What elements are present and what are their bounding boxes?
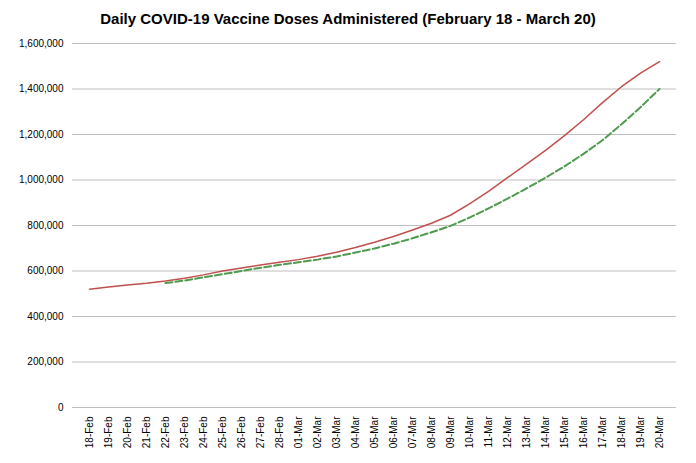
svg-text:04-Mar: 04-Mar (350, 416, 361, 448)
svg-text:14-Mar: 14-Mar (540, 416, 551, 448)
svg-text:26-Feb: 26-Feb (236, 416, 247, 448)
svg-text:07-Mar: 07-Mar (407, 416, 418, 448)
svg-text:20-Mar: 20-Mar (654, 416, 665, 448)
svg-text:27-Feb: 27-Feb (255, 416, 266, 448)
svg-text:01-Mar: 01-Mar (293, 416, 304, 448)
svg-text:1,400,000: 1,400,000 (19, 83, 64, 94)
svg-text:05-Mar: 05-Mar (369, 416, 380, 448)
svg-text:25-Feb: 25-Feb (217, 416, 228, 448)
svg-text:1,200,000: 1,200,000 (19, 129, 64, 140)
svg-text:10-Mar: 10-Mar (464, 416, 475, 448)
svg-text:12-Mar: 12-Mar (502, 416, 513, 448)
svg-text:600,000: 600,000 (27, 265, 64, 276)
svg-text:200,000: 200,000 (27, 356, 64, 367)
svg-text:400,000: 400,000 (27, 311, 64, 322)
svg-text:17-Mar: 17-Mar (597, 416, 608, 448)
svg-text:21-Feb: 21-Feb (141, 416, 152, 448)
svg-text:800,000: 800,000 (27, 220, 64, 231)
svg-text:03-Mar: 03-Mar (331, 416, 342, 448)
svg-text:02-Mar: 02-Mar (312, 416, 323, 448)
svg-text:16-Mar: 16-Mar (578, 416, 589, 448)
svg-text:06-Mar: 06-Mar (388, 416, 399, 448)
svg-text:11-Mar: 11-Mar (483, 416, 494, 448)
svg-text:1,600,000: 1,600,000 (19, 38, 64, 49)
svg-text:19-Mar: 19-Mar (635, 416, 646, 448)
svg-text:0: 0 (58, 402, 64, 413)
svg-text:18-Feb: 18-Feb (84, 416, 95, 448)
svg-text:23-Feb: 23-Feb (179, 416, 190, 448)
svg-text:13-Mar: 13-Mar (521, 416, 532, 448)
svg-text:18-Mar: 18-Mar (616, 416, 627, 448)
svg-text:08-Mar: 08-Mar (426, 416, 437, 448)
svg-text:09-Mar: 09-Mar (445, 416, 456, 448)
svg-text:24-Feb: 24-Feb (198, 416, 209, 448)
html-text:Daily COVID-19 Vaccine Doses A: Daily COVID-19 Vaccine Doses Administere… (100, 10, 596, 27)
svg-text:28-Feb: 28-Feb (274, 416, 285, 448)
svg-text:19-Feb: 19-Feb (103, 416, 114, 448)
svg-text:1,000,000: 1,000,000 (19, 174, 64, 185)
svg-text:20-Feb: 20-Feb (122, 416, 133, 448)
svg-text:22-Feb: 22-Feb (160, 416, 171, 448)
svg-text:15-Mar: 15-Mar (559, 416, 570, 448)
